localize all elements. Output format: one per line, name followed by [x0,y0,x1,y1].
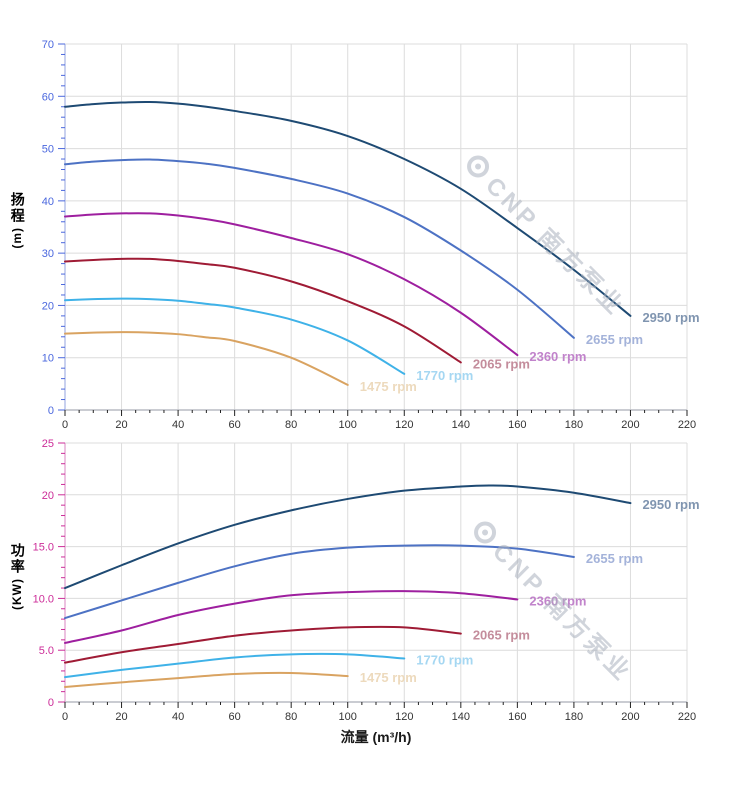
flow-axis-title: 流量 (m³/h) [340,729,412,745]
chart-head: 0 10 20 30 40 50 60 70 0 20 40 60 80 100 120 140 160 180 2… [42,39,700,431]
series-label-1770-rpm: 1770 rpm [416,652,473,667]
x-tick-label: 120 [395,419,413,431]
series-line-2065-rpm [64,257,462,364]
x-tick-label: 40 [172,711,184,723]
series-line-2655-rpm [64,158,575,339]
y-tick-label: 20 [42,490,54,502]
y-tick-label: 5.0 [39,645,54,657]
y-tick-label: 0 [48,405,54,417]
head-axis-unit: (m) [10,227,25,249]
series-line-2065-rpm [64,625,462,664]
x-tick-label: 160 [508,419,526,431]
y-tick-label: 10 [42,353,54,365]
x-tick-label: 180 [565,419,583,431]
head-axis-title: 扬程 (m) [9,192,26,249]
series-line-2950-rpm [64,484,632,590]
x-tick-label: 140 [452,711,470,723]
x-tick-label: 80 [285,711,297,723]
y-tick-label: 0 [48,697,54,709]
y-tick-label: 40 [42,196,54,208]
series-label-2655-rpm: 2655 rpm [586,332,643,347]
series-label-2360-rpm: 2360 rpm [529,593,586,608]
x-tick-label: 140 [452,419,470,431]
x-tick-label: 80 [285,419,297,431]
y-tick-label: 20 [42,300,54,312]
x-tick-label: 20 [115,711,127,723]
power-axis-unit: (KW) [10,578,25,610]
series-line-1770-rpm [64,297,406,375]
x-tick-label: 0 [62,419,68,431]
series-line-2950-rpm [64,100,632,317]
x-tick-label: 0 [62,711,68,723]
head-axis-title-text: 扬程 [9,192,26,224]
x-tick-label: 160 [508,711,526,723]
series-line-2360-rpm [64,212,519,357]
x-tick-label: 20 [115,419,127,431]
series-label-2065-rpm: 2065 rpm [473,356,530,371]
power-axis-title-text: 功率 [9,543,26,575]
x-tick-label: 100 [339,711,357,723]
series-label-1475-rpm: 1475 rpm [360,379,417,394]
x-tick-label: 60 [229,711,241,723]
series-label-2950-rpm: 2950 rpm [642,497,699,512]
series-label-2950-rpm: 2950 rpm [642,310,699,325]
y-tick-label: 70 [42,39,54,51]
x-tick-label: 220 [678,711,696,723]
series-label-1770-rpm: 1770 rpm [416,368,473,383]
series-label-1475-rpm: 1475 rpm [360,670,417,685]
y-tick-label: 10.0 [33,593,54,605]
power-axis-title: 功率 (KW) [9,543,26,610]
x-tick-label: 120 [395,711,413,723]
series-line-1770-rpm [64,652,406,679]
series-label-2360-rpm: 2360 rpm [529,349,586,364]
series-line-1475-rpm [64,671,349,688]
y-tick-label: 60 [42,91,54,103]
x-tick-label: 220 [678,419,696,431]
y-tick-label: 25 [42,438,54,450]
series-line-2360-rpm [64,590,519,644]
x-tick-label: 180 [565,711,583,723]
x-tick-label: 100 [339,419,357,431]
x-tick-label: 200 [621,711,639,723]
y-tick-label: 15.0 [33,542,54,554]
x-tick-label: 60 [229,419,241,431]
x-tick-label: 40 [172,419,184,431]
series-label-2655-rpm: 2655 rpm [586,551,643,566]
series-line-1475-rpm [64,331,349,386]
y-tick-label: 50 [42,144,54,156]
y-tick-label: 30 [42,248,54,260]
x-tick-label: 200 [621,419,639,431]
series-line-2655-rpm [64,544,575,620]
series-label-2065-rpm: 2065 rpm [473,628,530,643]
chart-power: 0 5.0 10.0 15.0 20 25 0 20 40 60 80 100 120 140 160 180… [33,438,700,723]
